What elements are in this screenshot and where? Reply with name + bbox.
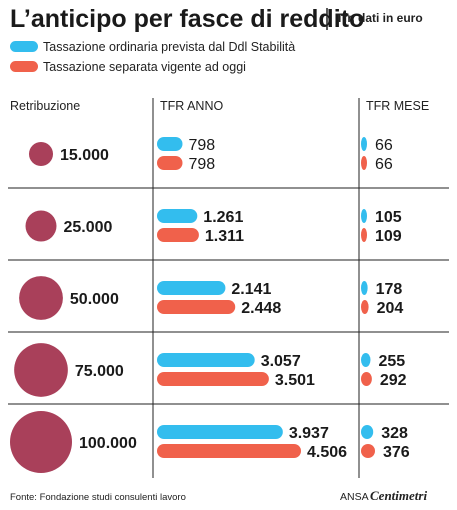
value-label-mese-separata: 66 xyxy=(375,156,393,173)
bar-anno-separata xyxy=(157,372,269,386)
legend-swatch-blue xyxy=(10,41,38,52)
income-circle xyxy=(10,411,72,473)
income-circle xyxy=(25,210,57,242)
value-label-mese-ordinaria: 66 xyxy=(375,137,393,154)
value-label-anno-separata: 1.311 xyxy=(205,228,244,245)
bar-mese-ordinaria xyxy=(361,425,374,439)
value-label-anno-ordinaria: 3.937 xyxy=(289,425,329,442)
bar-anno-ordinaria xyxy=(157,353,255,367)
income-label: 100.000 xyxy=(79,435,137,452)
chart-rows: 15.000 798 798 66 66 25.000 1.261 1.311 105 109 50… xyxy=(8,137,449,473)
source-note: Fonte: Fondazione studi consulenti lavor… xyxy=(10,492,186,503)
chart-title: L’anticipo per fasce di reddito xyxy=(10,5,364,33)
bar-mese-ordinaria xyxy=(361,353,371,367)
bar-anno-ordinaria xyxy=(157,425,283,439)
bar-anno-separata xyxy=(157,156,183,170)
value-label-mese-ordinaria: 178 xyxy=(376,281,403,298)
value-label-anno-ordinaria: 3.057 xyxy=(261,353,301,370)
value-label-anno-ordinaria: 798 xyxy=(189,137,216,154)
bar-mese-ordinaria xyxy=(361,137,367,151)
brand-centimetri: Centimetri xyxy=(370,488,427,503)
legend-label-separata: Tassazione separata vigente ad oggi xyxy=(43,60,246,74)
income-label: 50.000 xyxy=(70,291,119,308)
value-label-anno-ordinaria: 2.141 xyxy=(231,281,271,298)
value-label-mese-separata: 292 xyxy=(380,372,407,389)
bar-anno-ordinaria xyxy=(157,281,226,295)
value-label-mese-separata: 109 xyxy=(375,228,402,245)
value-label-anno-separata: 2.448 xyxy=(241,300,281,317)
legend-label-ordinaria: Tassazione ordinaria prevista dal Ddl St… xyxy=(43,40,295,54)
bar-anno-separata xyxy=(157,300,236,314)
income-label: 25.000 xyxy=(64,219,113,236)
bar-mese-ordinaria xyxy=(361,209,367,223)
value-label-mese-separata: 204 xyxy=(377,300,404,317)
bar-anno-separata xyxy=(157,444,301,458)
bar-mese-separata xyxy=(361,300,369,314)
chart-subtitle: Tfr, dati in euro xyxy=(336,11,423,25)
income-circle xyxy=(28,141,54,167)
value-label-anno-separata: 3.501 xyxy=(275,372,315,389)
legend-swatch-red xyxy=(10,61,38,72)
value-label-anno-separata: 4.506 xyxy=(307,444,347,461)
bar-mese-separata xyxy=(361,372,372,386)
value-label-anno-separata: 798 xyxy=(189,156,216,173)
income-label: 75.000 xyxy=(75,363,124,380)
income-circle xyxy=(14,343,68,397)
bar-anno-ordinaria xyxy=(157,209,198,223)
income-label: 15.000 xyxy=(60,147,109,164)
column-header-retribuzione: Retribuzione xyxy=(10,99,80,113)
column-header-tfr-anno: TFR ANNO xyxy=(160,99,223,113)
bar-mese-separata xyxy=(361,228,367,242)
value-label-mese-ordinaria: 328 xyxy=(381,425,408,442)
income-circle xyxy=(19,276,63,320)
bar-anno-separata xyxy=(157,228,199,242)
bar-mese-separata xyxy=(361,444,375,458)
value-label-mese-separata: 376 xyxy=(383,444,410,461)
bar-mese-ordinaria xyxy=(361,281,368,295)
value-label-mese-ordinaria: 255 xyxy=(378,353,405,370)
bar-anno-ordinaria xyxy=(157,137,183,151)
column-header-tfr-mese: TFR MESE xyxy=(366,99,429,113)
bar-mese-separata xyxy=(361,156,367,170)
value-label-anno-ordinaria: 1.261 xyxy=(203,209,243,226)
value-label-mese-ordinaria: 105 xyxy=(375,209,402,226)
brand-ansa: ANSA xyxy=(340,491,369,503)
